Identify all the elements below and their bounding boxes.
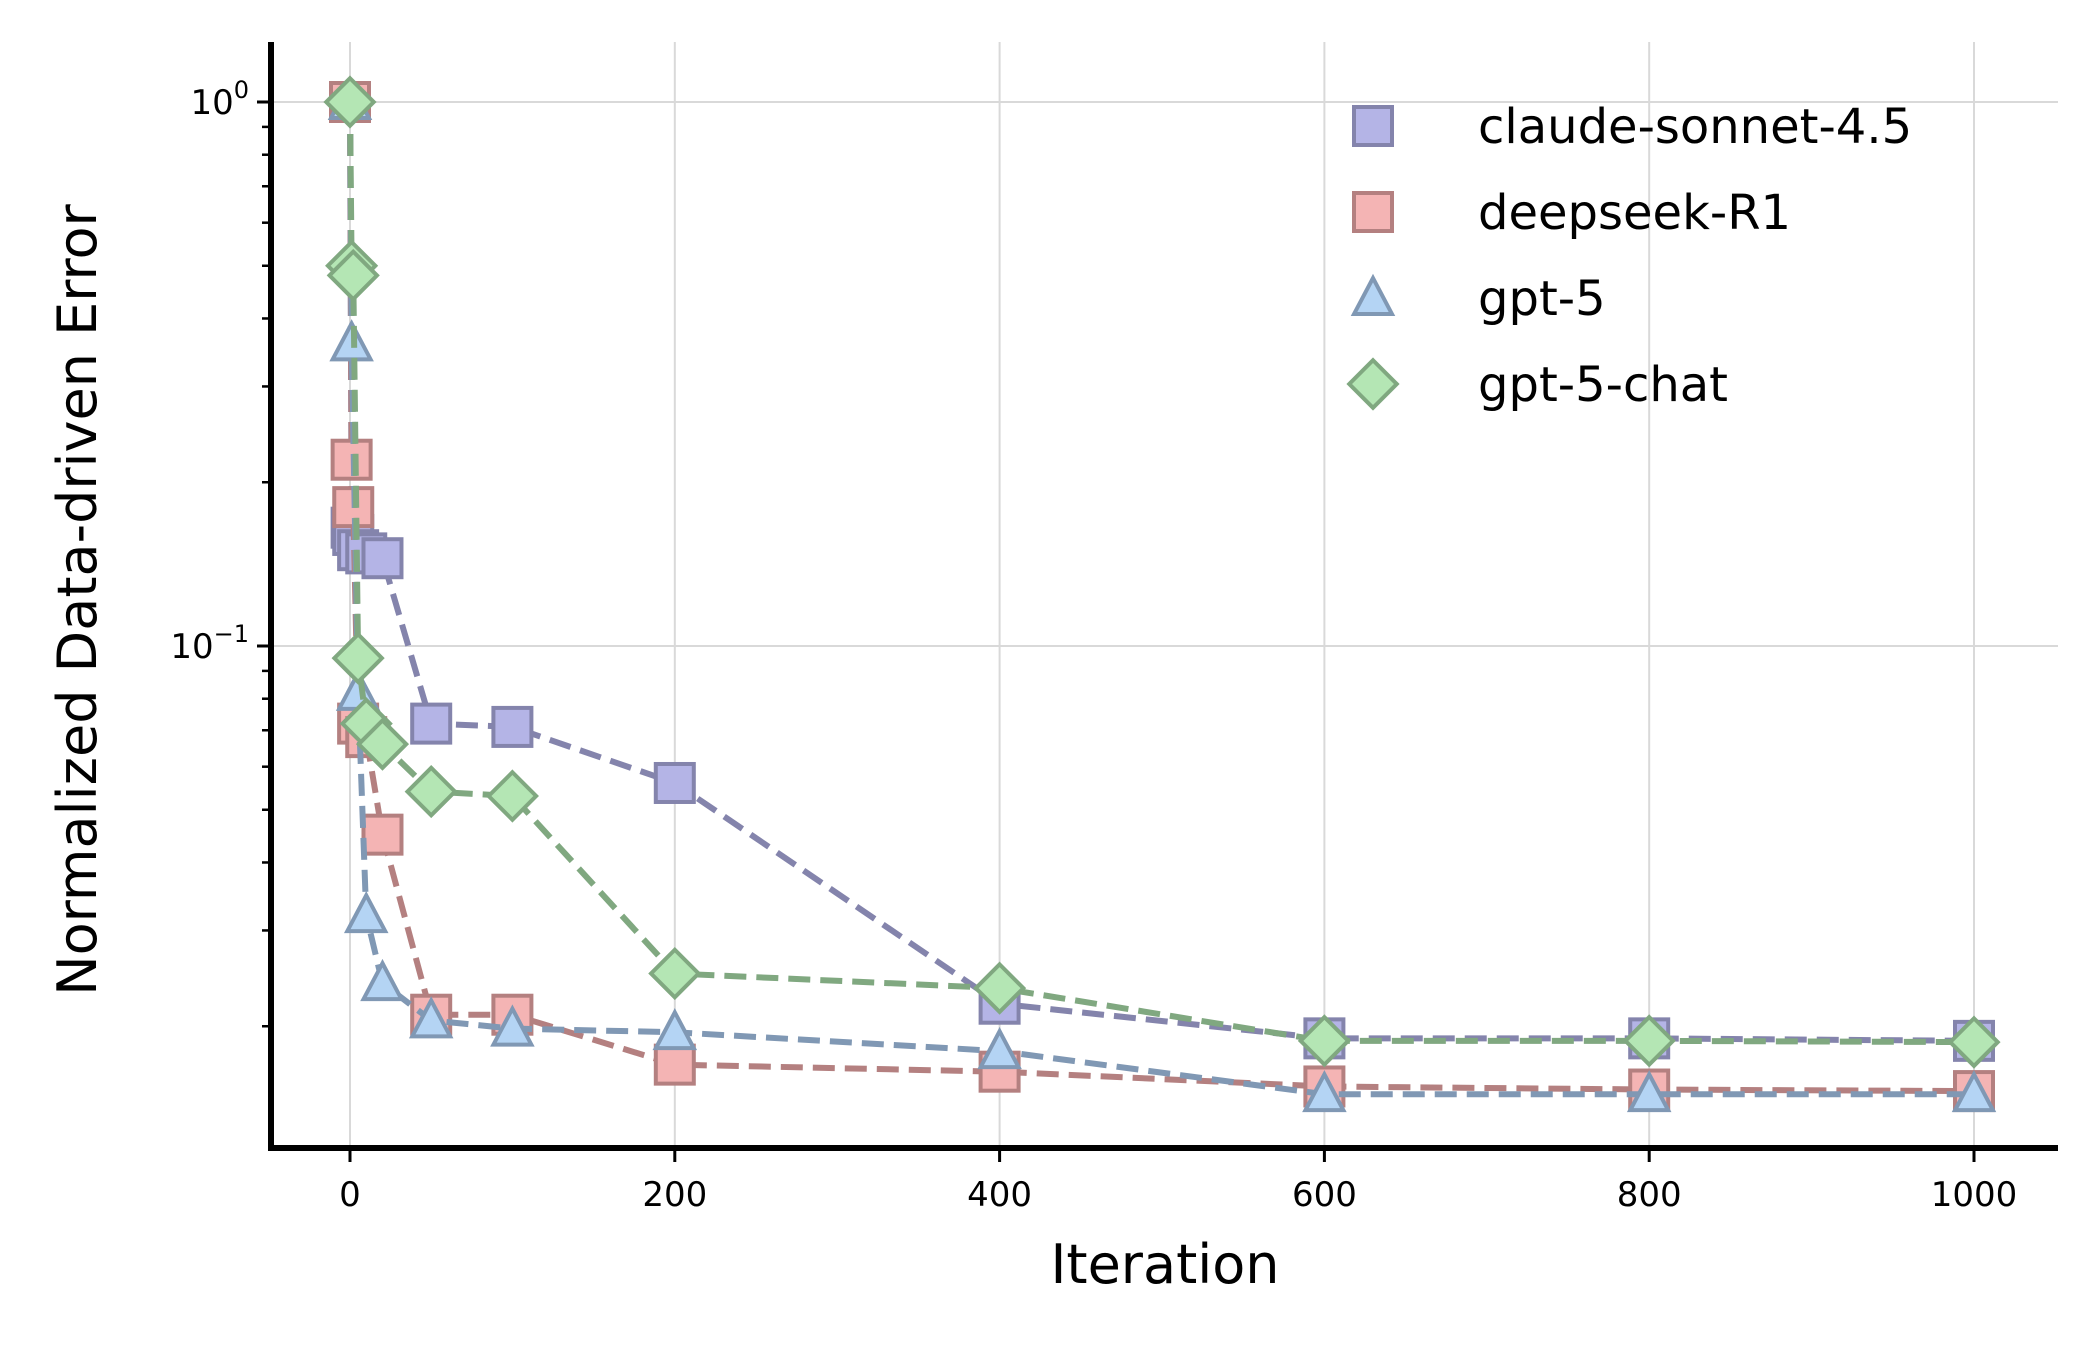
triangle-marker (360, 958, 405, 1002)
square-marker (361, 813, 404, 856)
square-marker (1352, 105, 1394, 147)
legend-label: gpt-5 (1478, 271, 1606, 327)
square-marker (653, 1043, 696, 1086)
triangle-marker (408, 996, 454, 1039)
series-gpt-5-chat (323, 75, 2001, 1069)
legend-label: deepseek-R1 (1478, 185, 1791, 241)
series-line (347, 101, 1975, 1095)
diamond-marker (1297, 1014, 1351, 1068)
diamond-marker (485, 769, 539, 823)
legend-item-gpt-5: gpt-5 (1350, 271, 1606, 327)
y-axis-title: Normalized Data-driven Error (46, 203, 109, 995)
axes: 0 200 400 600 800 1000 100 10−1 (170, 42, 2058, 1215)
triangle-marker (1951, 1069, 1997, 1113)
x-tick-label: 0 (339, 1175, 361, 1215)
diamond-marker (1947, 1015, 2001, 1069)
diamond-marker (323, 75, 377, 129)
triangle-marker (977, 1026, 1022, 1070)
legend: claude-sonnet-4.5 deepseek-R1 gpt-5 gpt-5-c… (1346, 99, 1912, 413)
square-marker (653, 761, 696, 804)
series-line (347, 101, 1974, 1098)
diamond-marker (331, 631, 385, 685)
legend-label: claude-sonnet-4.5 (1478, 99, 1912, 155)
diamond-marker (648, 946, 702, 1001)
square-marker (491, 705, 534, 748)
legend-item-claude-sonnet-4.5: claude-sonnet-4.5 (1352, 99, 1912, 155)
x-tick-label: 400 (967, 1175, 1032, 1215)
square-marker (410, 702, 453, 745)
square-marker (1352, 191, 1394, 233)
y-tick-label: 100 (190, 76, 249, 123)
triangle-marker (1626, 1069, 1672, 1113)
square-marker (361, 537, 404, 580)
diamond-marker (1346, 357, 1400, 411)
diamond-marker (404, 764, 458, 819)
series-line (347, 101, 1975, 1044)
y-tick-label: 10−1 (170, 620, 249, 667)
x-tick-label: 600 (1292, 1175, 1357, 1215)
x-tick-label: 800 (1617, 1175, 1682, 1215)
triangle-marker (343, 890, 389, 934)
legend-label: gpt-5-chat (1478, 357, 1728, 413)
triangle-marker (490, 1004, 535, 1047)
diamond-marker (1622, 1014, 1676, 1068)
diamond-marker (973, 961, 1027, 1015)
x-axis-title: Iteration (1050, 1233, 1279, 1296)
legend-item-gpt-5-chat: gpt-5-chat (1346, 357, 1728, 413)
series-line (347, 101, 1975, 1046)
x-tick-label: 1000 (1931, 1175, 2018, 1215)
data-series (323, 75, 2001, 1113)
grid-lines (271, 42, 2058, 1148)
x-tick-label: 200 (642, 1175, 707, 1215)
legend-item-deepseek-R1: deepseek-R1 (1352, 185, 1791, 241)
diamond-marker (326, 248, 380, 302)
triangle-marker (652, 1007, 698, 1051)
triangle-marker (1302, 1069, 1347, 1113)
triangle-marker (1350, 273, 1396, 316)
diamond-marker (355, 717, 410, 771)
